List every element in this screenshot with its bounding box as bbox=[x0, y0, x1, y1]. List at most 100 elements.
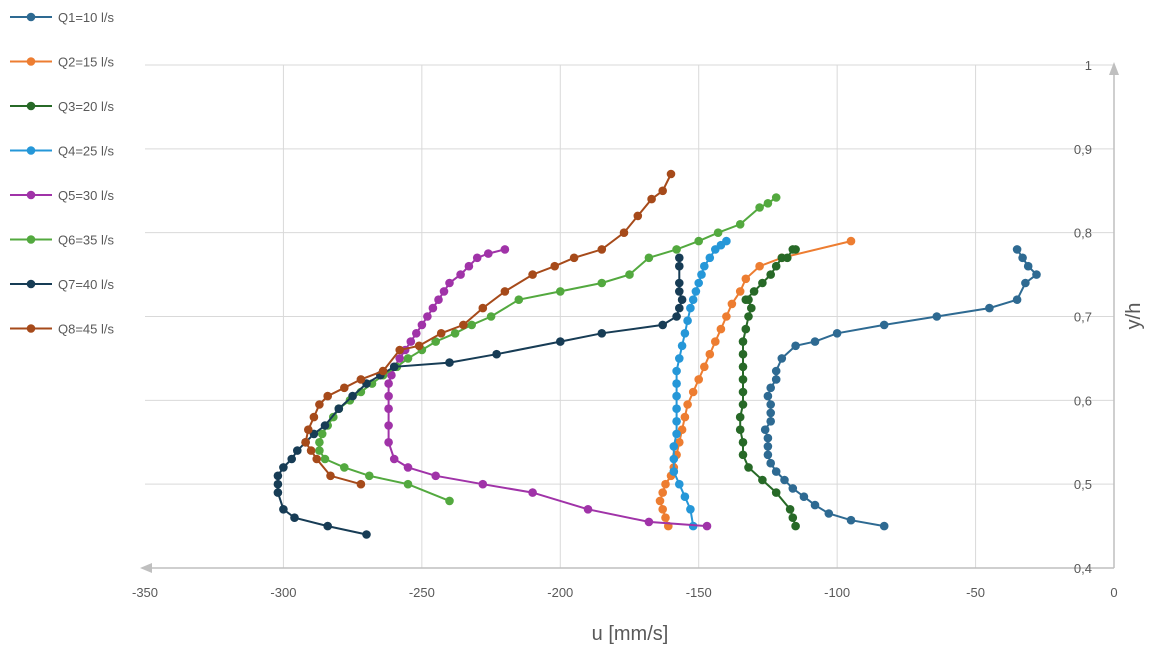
data-point bbox=[528, 488, 537, 497]
x-tick-label: -250 bbox=[409, 585, 435, 600]
legend-marker bbox=[26, 324, 36, 333]
data-point bbox=[758, 278, 767, 288]
data-point bbox=[384, 391, 393, 401]
data-point bbox=[384, 438, 393, 447]
data-point bbox=[569, 253, 579, 263]
data-point bbox=[788, 484, 798, 493]
data-point bbox=[672, 366, 681, 376]
y-tick-label: 1 bbox=[1085, 58, 1092, 73]
data-point bbox=[755, 261, 764, 271]
data-point bbox=[680, 329, 690, 338]
data-point bbox=[680, 412, 690, 422]
data-point bbox=[741, 324, 751, 334]
data-point bbox=[326, 471, 335, 481]
data-point bbox=[771, 488, 781, 497]
data-point bbox=[763, 433, 773, 443]
data-point bbox=[619, 228, 629, 237]
series bbox=[273, 169, 1041, 539]
data-point bbox=[412, 329, 421, 338]
legend-label: Q5=30 l/s bbox=[58, 188, 115, 203]
data-point bbox=[597, 329, 607, 338]
data-point bbox=[846, 236, 856, 246]
data-point bbox=[312, 454, 322, 464]
y-tick-label: 0,8 bbox=[1074, 226, 1092, 241]
data-point bbox=[738, 375, 748, 384]
data-point bbox=[478, 479, 488, 489]
data-point bbox=[672, 379, 681, 388]
data-point bbox=[763, 442, 773, 451]
data-point bbox=[735, 220, 745, 229]
data-point bbox=[766, 408, 775, 418]
data-point bbox=[550, 261, 559, 271]
data-point bbox=[658, 186, 667, 196]
data-point bbox=[738, 450, 748, 460]
data-point bbox=[694, 375, 703, 384]
data-point bbox=[387, 370, 396, 380]
data-point bbox=[744, 463, 753, 472]
data-point bbox=[783, 253, 792, 263]
data-point bbox=[735, 425, 745, 435]
data-point bbox=[785, 505, 795, 514]
data-point bbox=[273, 479, 283, 489]
data-point bbox=[492, 349, 501, 359]
data-point bbox=[766, 383, 775, 393]
series-6 bbox=[315, 193, 781, 506]
x-tick-label: -200 bbox=[547, 585, 573, 600]
data-point bbox=[713, 228, 723, 237]
data-point bbox=[747, 303, 756, 313]
data-point bbox=[766, 400, 775, 409]
series-7 bbox=[273, 253, 687, 539]
data-point bbox=[722, 236, 731, 246]
data-point bbox=[879, 320, 889, 330]
series-5 bbox=[384, 245, 712, 531]
data-point bbox=[791, 521, 800, 531]
series-1 bbox=[760, 245, 1041, 531]
legend-marker bbox=[26, 57, 36, 66]
data-point bbox=[514, 295, 524, 305]
data-point bbox=[675, 261, 684, 271]
data-point bbox=[672, 404, 681, 414]
data-point bbox=[1012, 245, 1022, 254]
data-point bbox=[273, 488, 283, 497]
data-point bbox=[755, 203, 764, 212]
data-point bbox=[478, 303, 488, 313]
data-point bbox=[694, 278, 703, 288]
data-point bbox=[985, 303, 994, 313]
data-point bbox=[680, 492, 690, 502]
data-point bbox=[810, 337, 820, 346]
data-point bbox=[362, 530, 371, 539]
data-point bbox=[672, 417, 681, 426]
data-point bbox=[672, 245, 681, 254]
data-point bbox=[403, 354, 413, 363]
data-point bbox=[378, 366, 388, 376]
data-point bbox=[323, 521, 333, 531]
data-point bbox=[467, 320, 477, 330]
data-point bbox=[597, 245, 607, 254]
data-point bbox=[406, 337, 416, 346]
data-point bbox=[633, 211, 643, 221]
data-point bbox=[788, 513, 798, 522]
data-point bbox=[932, 312, 942, 321]
data-point bbox=[741, 295, 751, 305]
data-point bbox=[340, 463, 349, 472]
legend-marker bbox=[26, 279, 36, 289]
data-point bbox=[445, 358, 454, 367]
legend-item: Q1=10 l/s bbox=[10, 10, 115, 25]
legend-marker bbox=[26, 190, 36, 200]
data-point bbox=[356, 479, 366, 489]
data-point bbox=[738, 362, 748, 372]
data-point bbox=[334, 404, 344, 414]
data-point bbox=[749, 287, 759, 296]
data-point bbox=[688, 295, 698, 305]
gridlines bbox=[145, 64, 1114, 568]
data-point bbox=[688, 387, 698, 397]
series-8 bbox=[301, 169, 676, 489]
data-point bbox=[879, 521, 889, 531]
legend-marker bbox=[26, 12, 36, 22]
data-point bbox=[384, 379, 393, 388]
data-point bbox=[700, 362, 709, 372]
data-point bbox=[403, 479, 413, 489]
data-point bbox=[445, 496, 454, 506]
data-point bbox=[791, 245, 800, 254]
legend-label: Q7=40 l/s bbox=[58, 277, 115, 292]
